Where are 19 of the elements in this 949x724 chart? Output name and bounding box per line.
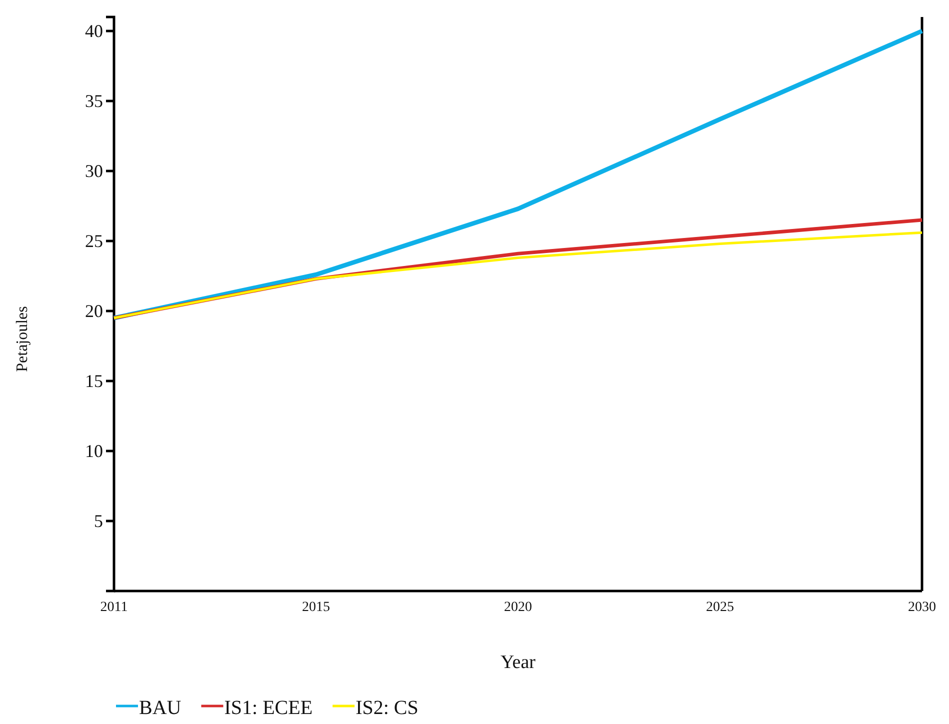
y-tick-label: 5 <box>94 510 103 531</box>
legend-label: IS1: ECEE <box>224 697 313 719</box>
legend-label: IS2: CS <box>356 697 418 719</box>
y-tick-label: 30 <box>85 160 103 181</box>
y-tick-label: 20 <box>85 300 103 321</box>
y-tick-label: 25 <box>85 230 103 251</box>
x-tick-label: 2011 <box>100 600 128 615</box>
x-tick-label: 2020 <box>504 600 532 615</box>
x-tick-label: 2015 <box>302 600 330 615</box>
x-tick-label: 2030 <box>908 600 936 615</box>
legend-label: BAU <box>139 697 182 719</box>
y-tick-label: 10 <box>85 440 103 461</box>
x-axis-title: Year <box>500 652 536 673</box>
x-tick-label: 2025 <box>706 600 734 615</box>
y-tick-label: 15 <box>85 370 103 391</box>
y-tick-label: 40 <box>85 20 103 41</box>
y-tick-label: 35 <box>85 90 103 111</box>
line-series <box>112 28 924 320</box>
y-axis-title: Petajoules <box>14 306 31 372</box>
